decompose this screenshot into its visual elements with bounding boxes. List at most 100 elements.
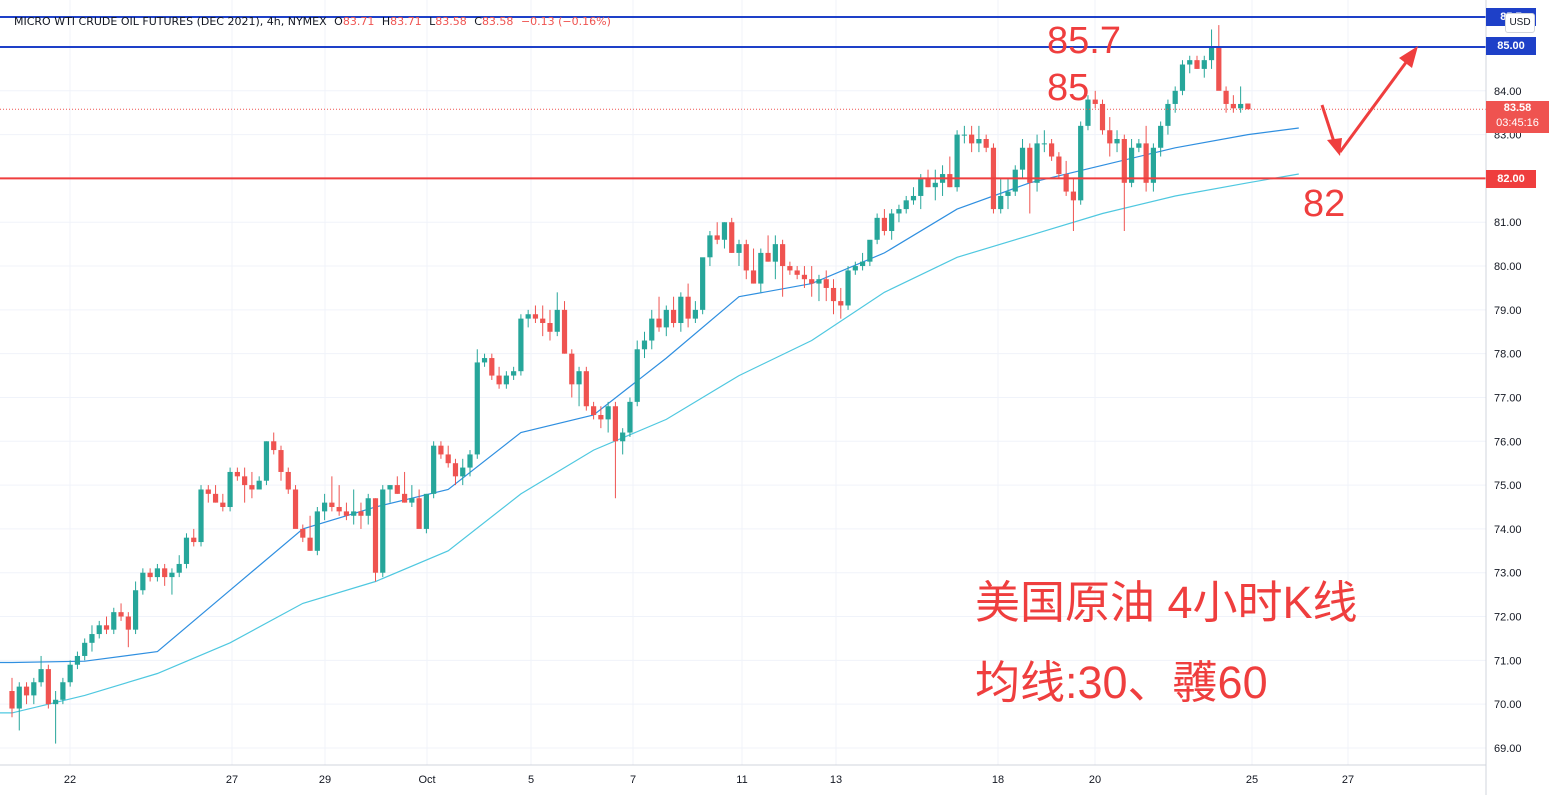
candle-body	[889, 213, 895, 232]
candle	[998, 178, 1004, 214]
candle-body	[96, 625, 102, 635]
candle-body	[569, 353, 575, 385]
candle	[961, 125, 967, 144]
candle	[1121, 134, 1127, 232]
candle	[976, 125, 982, 153]
candle-body	[307, 537, 313, 551]
candle-body	[1136, 143, 1142, 148]
symbol-name: MICRO WTI CRUDE OIL FUTURES (DEC 2021), …	[14, 15, 327, 28]
candle-body	[1128, 147, 1135, 183]
candle	[1019, 139, 1026, 179]
candle-body	[983, 139, 989, 148]
close-value: 83.58	[481, 15, 514, 28]
candle-body	[314, 511, 320, 551]
candle	[82, 638, 88, 661]
candle	[1172, 86, 1178, 113]
candle-body	[670, 309, 677, 324]
chart-caption-title: 美国原油 4小时K线	[975, 577, 1358, 628]
candle-body	[1034, 143, 1040, 183]
last-price-tag: 83.58 03:45:16	[1486, 101, 1549, 133]
candle-body	[82, 642, 88, 656]
candle	[692, 301, 698, 324]
candle	[1005, 178, 1011, 210]
candle	[467, 450, 473, 477]
candle	[176, 555, 182, 578]
candle	[532, 305, 539, 324]
candle-body	[838, 301, 844, 306]
candle-body	[1216, 47, 1222, 91]
candle	[445, 445, 451, 468]
candle	[60, 677, 66, 705]
candle-body	[380, 489, 386, 573]
price-axis[interactable]: 84.0083.0081.0080.0079.0078.0077.0076.00…	[1494, 86, 1522, 755]
candle-body	[1027, 147, 1033, 183]
candle	[612, 401, 619, 499]
candle	[918, 174, 924, 210]
candle-body	[300, 528, 306, 538]
candle-body	[1208, 47, 1215, 61]
candle	[787, 261, 793, 275]
candle	[1216, 25, 1222, 91]
candle-body	[176, 563, 182, 573]
candle-body	[409, 498, 415, 503]
candle-body	[678, 296, 684, 324]
candle-body	[1187, 60, 1193, 65]
time-axis[interactable]: 22 27 29 Oct 5 7 11 13 18 20 25 27	[64, 774, 1354, 786]
high-label: H	[381, 15, 391, 28]
level-tag-support: 82.00	[1486, 170, 1536, 188]
candle-body	[191, 537, 197, 543]
candle-body	[794, 270, 800, 275]
candle-body	[729, 222, 735, 253]
candle	[118, 603, 124, 621]
candle-body	[45, 669, 51, 705]
candle	[256, 476, 262, 490]
candle	[554, 292, 560, 337]
candle-body	[227, 471, 233, 508]
annotation-85-7: 85.7	[1047, 20, 1121, 62]
candle	[707, 231, 713, 267]
candle	[132, 581, 139, 635]
candle	[322, 493, 328, 521]
candle	[656, 296, 662, 332]
time-tick-label: 27	[1342, 774, 1354, 786]
candle	[300, 524, 306, 543]
candle	[1223, 86, 1229, 113]
candle	[351, 489, 357, 525]
candle	[1099, 99, 1106, 135]
candle-body	[198, 489, 204, 543]
currency-button[interactable]: USD	[1505, 13, 1535, 33]
candle-body	[1063, 174, 1069, 192]
candle-body	[111, 612, 117, 630]
candle-body	[394, 485, 400, 494]
ma30-line	[0, 127, 1299, 664]
candle-body	[685, 296, 691, 319]
candle-body	[1121, 139, 1127, 183]
candle	[249, 471, 255, 499]
chart-caption-ma: 均线:30、彠60	[975, 657, 1268, 708]
candle	[852, 261, 858, 275]
candle-body	[816, 279, 822, 284]
candle-body	[525, 314, 531, 319]
candle-body	[271, 441, 277, 451]
candle	[1012, 165, 1018, 196]
candle	[772, 235, 778, 280]
down-arrow-shaft	[1320, 104, 1337, 146]
candle	[503, 371, 509, 389]
candle-body	[1238, 103, 1244, 109]
price-tick-label: 72.00	[1494, 612, 1522, 624]
candle-body	[481, 358, 488, 363]
candle-body	[830, 287, 837, 302]
candle	[74, 651, 81, 670]
candle-body	[351, 511, 357, 516]
candle-body	[23, 686, 30, 696]
candle-body	[547, 323, 553, 332]
bar-countdown: 03:45:16	[1496, 117, 1539, 129]
candle	[227, 467, 233, 512]
low-value: 83.58	[435, 15, 467, 28]
candle-body	[961, 134, 967, 136]
candle-body	[1012, 169, 1018, 192]
candle-body	[663, 309, 669, 328]
candle	[271, 432, 277, 455]
candle	[663, 305, 669, 337]
